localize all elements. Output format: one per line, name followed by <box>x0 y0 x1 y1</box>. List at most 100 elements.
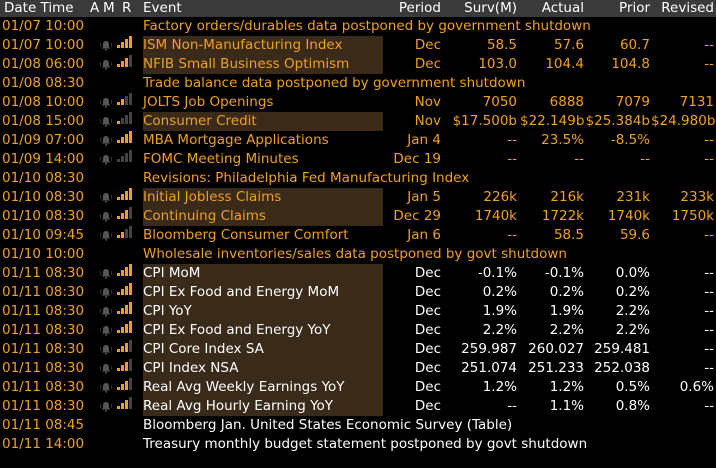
bell-icon[interactable] <box>100 363 112 374</box>
bell-icon[interactable] <box>100 135 112 146</box>
event-name[interactable]: CPI Index NSA <box>143 359 383 378</box>
event-datetime: 01/09 14:00 <box>2 151 85 167</box>
event-name[interactable]: Bloomberg Consumer Comfort <box>143 227 349 243</box>
event-name[interactable]: Bloomberg Jan. United States Economic Su… <box>143 417 513 433</box>
event-period: Dec <box>414 322 441 338</box>
header-actual[interactable]: Actual <box>541 0 584 16</box>
event-row[interactable]: 01/11 08:30 CPI Index NSA Dec 251.074 251.23… <box>0 359 716 378</box>
event-name[interactable]: Revisions: Philadelphia Fed Manufacturin… <box>143 170 470 186</box>
event-row[interactable]: 01/09 07:00 MBA Mortgage Applications Jan … <box>0 131 716 150</box>
header-date-time[interactable]: Date Time <box>4 0 74 16</box>
event-period: Jan 4 <box>407 132 441 148</box>
event-prior: -- <box>640 151 650 167</box>
bell-icon[interactable] <box>100 154 112 165</box>
event-row[interactable]: 01/10 08:30 Initial Jobless Claims Jan 5 22… <box>0 188 716 207</box>
header-period[interactable]: Period <box>398 0 441 16</box>
event-row[interactable]: 01/11 08:30 CPI Ex Food and Energy MoM Dec… <box>0 283 716 302</box>
header-market-moving[interactable]: M <box>103 0 115 16</box>
bell-icon[interactable] <box>100 230 112 241</box>
event-period: Dec 29 <box>393 208 441 224</box>
header-alarm[interactable]: A <box>90 0 100 16</box>
event-datetime: 01/08 06:00 <box>2 56 85 72</box>
event-survey: 0.2% <box>482 284 517 300</box>
header-event[interactable]: Event <box>143 0 182 16</box>
event-prior: 7079 <box>615 94 650 110</box>
event-name[interactable]: CPI Core Index SA <box>143 340 383 359</box>
event-name[interactable]: JOLTS Job Openings <box>143 94 274 110</box>
event-row[interactable]: 01/11 08:30 CPI MoM Dec -0.1% -0.1% 0.0% -- <box>0 264 716 283</box>
event-name[interactable]: CPI MoM <box>143 264 383 283</box>
event-survey: 58.5 <box>486 37 517 53</box>
event-datetime: 01/11 14:00 <box>2 436 85 452</box>
event-datetime: 01/10 09:45 <box>2 227 85 243</box>
header-survey[interactable]: Surv(M) <box>464 0 517 16</box>
event-name[interactable]: MBA Mortgage Applications <box>143 132 329 148</box>
event-prior: 0.8% <box>615 398 650 414</box>
event-row[interactable]: 01/11 08:45 Bloomberg Jan. United States … <box>0 416 716 435</box>
event-prior: 0.5% <box>615 379 650 395</box>
event-row[interactable]: 01/10 09:45 Bloomberg Consumer Comfort Jan… <box>0 226 716 245</box>
event-row[interactable]: 01/11 08:30 CPI Ex Food and Energy YoY Dec… <box>0 321 716 340</box>
event-row[interactable]: 01/11 08:30 CPI Core Index SA Dec 259.987 26… <box>0 340 716 359</box>
event-name[interactable]: Consumer Credit <box>143 112 383 131</box>
bell-icon[interactable] <box>100 59 112 70</box>
event-name[interactable]: Factory orders/durables data postponed b… <box>143 18 591 34</box>
event-actual: 1722k <box>541 208 584 224</box>
header-revised[interactable]: Revised <box>661 0 714 16</box>
event-prior: $25.384b <box>585 113 650 129</box>
event-revised: $24.980b <box>651 113 716 129</box>
event-name[interactable]: CPI Ex Food and Energy YoY <box>143 321 383 340</box>
event-survey: 7050 <box>482 94 517 110</box>
event-row[interactable]: 01/08 08:30 Trade balance data postponed … <box>0 74 716 93</box>
event-name[interactable]: Initial Jobless Claims <box>143 188 383 207</box>
event-row[interactable]: 01/08 15:00 Consumer Credit Nov $17.500b $22… <box>0 112 716 131</box>
event-row[interactable]: 01/11 08:30 Real Avg Hourly Earning YoY De… <box>0 397 716 416</box>
event-prior: 104.8 <box>611 56 650 72</box>
event-actual: $22.149b <box>520 113 585 129</box>
event-row[interactable]: 01/11 08:30 Real Avg Weekly Earnings YoY D… <box>0 378 716 397</box>
bell-icon[interactable] <box>100 325 112 336</box>
bell-icon[interactable] <box>100 97 112 108</box>
header-prior[interactable]: Prior <box>618 0 650 16</box>
event-name[interactable]: Real Avg Hourly Earning YoY <box>143 397 383 416</box>
event-name[interactable]: FOMC Meeting Minutes <box>143 151 299 167</box>
event-actual: 6888 <box>549 94 584 110</box>
bell-icon[interactable] <box>100 192 112 203</box>
event-period: Dec <box>414 37 441 53</box>
event-row[interactable]: 01/07 10:00 Factory orders/durables data … <box>0 17 716 36</box>
event-row[interactable]: 01/11 14:00 Treasury monthly budget state… <box>0 435 716 454</box>
event-name[interactable]: Real Avg Weekly Earnings YoY <box>143 378 383 397</box>
event-name[interactable]: CPI Ex Food and Energy MoM <box>143 283 383 302</box>
event-row[interactable]: 01/07 10:00 ISM Non-Manufacturing Index De… <box>0 36 716 55</box>
bell-icon[interactable] <box>100 306 112 317</box>
event-name[interactable]: ISM Non-Manufacturing Index <box>143 36 383 55</box>
event-name[interactable]: Wholesale inventories/sales data postpon… <box>143 246 567 262</box>
bell-icon[interactable] <box>100 382 112 393</box>
bell-icon[interactable] <box>100 401 112 412</box>
event-name[interactable]: NFIB Small Business Optimism <box>143 55 383 74</box>
header-relevance[interactable]: R <box>122 0 132 16</box>
bell-icon[interactable] <box>100 116 112 127</box>
event-survey: -- <box>507 227 517 243</box>
event-name[interactable]: Trade balance data postponed by governme… <box>143 75 526 91</box>
event-survey: $17.500b <box>452 113 517 129</box>
event-name[interactable]: Continuing Claims <box>143 207 383 226</box>
event-row[interactable]: 01/08 10:00 JOLTS Job Openings Nov 7050 6888… <box>0 93 716 112</box>
relevance-bars-icon <box>117 36 135 48</box>
event-row[interactable]: 01/10 08:30 Revisions: Philadelphia Fed M… <box>0 169 716 188</box>
event-datetime: 01/11 08:30 <box>2 360 85 376</box>
bell-icon[interactable] <box>100 268 112 279</box>
event-row[interactable]: 01/08 06:00 NFIB Small Business Optimism D… <box>0 55 716 74</box>
event-name[interactable]: CPI YoY <box>143 302 383 321</box>
event-name[interactable]: Treasury monthly budget statement postpo… <box>143 436 588 452</box>
event-row[interactable]: 01/09 14:00 FOMC Meeting Minutes Dec 19 -- -… <box>0 150 716 169</box>
bell-icon[interactable] <box>100 40 112 51</box>
bell-icon[interactable] <box>100 211 112 222</box>
event-row[interactable]: 01/11 08:30 CPI YoY Dec 1.9% 1.9% 2.2% -- <box>0 302 716 321</box>
event-datetime: 01/08 15:00 <box>2 113 85 129</box>
bell-icon[interactable] <box>100 344 112 355</box>
event-row[interactable]: 01/10 08:30 Continuing Claims Dec 29 1740k 1… <box>0 207 716 226</box>
event-row[interactable]: 01/10 10:00 Wholesale inventories/sales d… <box>0 245 716 264</box>
bell-icon[interactable] <box>100 287 112 298</box>
event-datetime: 01/09 07:00 <box>2 132 85 148</box>
